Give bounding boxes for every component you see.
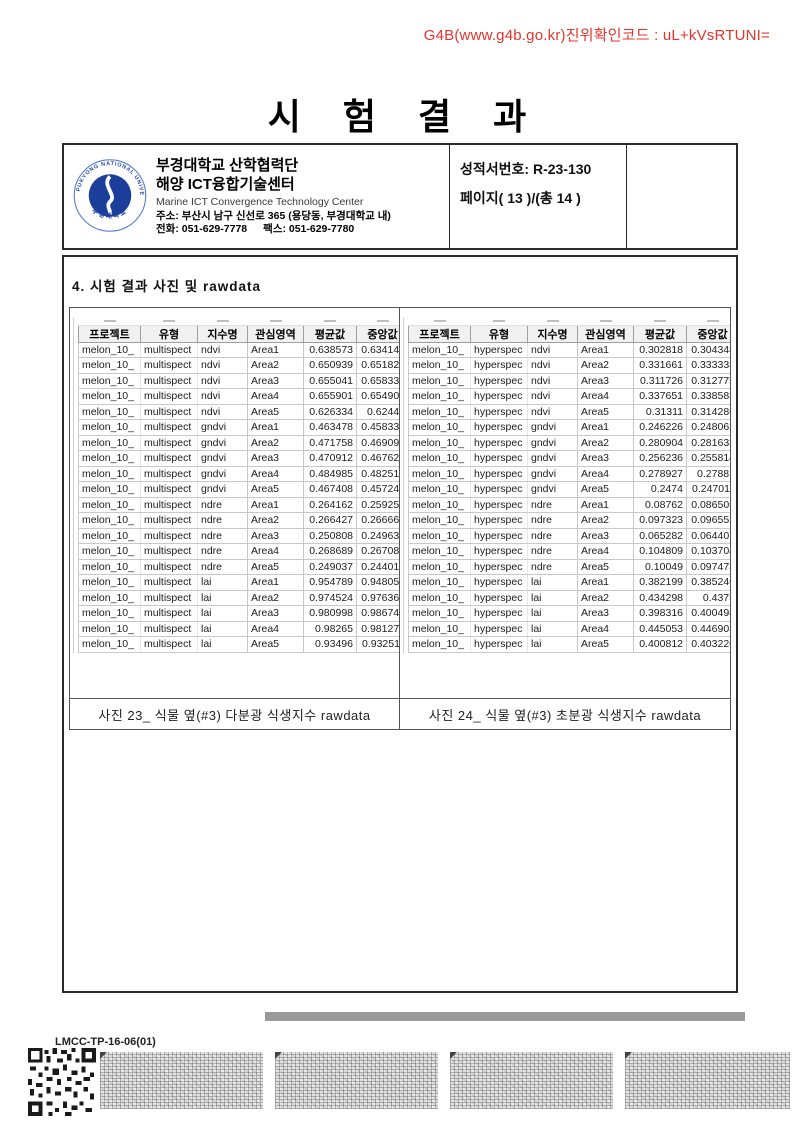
report-header-box: PUKYONG NATIONAL UNIVERSITY 부경대학교 부경대학교 … — [62, 143, 738, 250]
table-row: melon_10_ multispect ndre Area4 0.268689 0.26… — [78, 543, 399, 560]
report-number-cell: 성적서번호: R-23-130 페이지( 13 )/(총 14 ) — [450, 145, 627, 248]
org-contact: 전화: 051-629-7778 팩스: 051-629-7780 — [156, 223, 391, 236]
table-row: melon_10_ hyperspec ndvi Area1 0.302818 0.304… — [408, 341, 730, 358]
table-row: melon_10_ multispect gndvi Area1 0.463478 0.4… — [78, 419, 399, 436]
photo-caption-right: 사진 24_ 식물 옆(#3) 초분광 식생지수 rawdata — [400, 698, 730, 729]
page-indicator: 페이지( 13 )/(총 14 ) — [460, 190, 581, 206]
barcode-data-block-3 — [450, 1052, 613, 1109]
table-row: melon_10_ multispect lai Area4 0.98265 0.9812… — [78, 620, 399, 637]
rawdata-table-multispectral: 프로젝트 유형 지수명 관심영역 평균값 중앙값 melon_10_ multispect n… — [78, 318, 399, 653]
table-row: melon_10_ multispect lai Area5 0.93496 0.9325… — [78, 636, 399, 653]
results-section-box: 4. 시험 결과 사진 및 rawdata 프로젝트 유형 지수명 관심영역 평 — [62, 255, 738, 993]
table-row: melon_10_ multispect ndvi Area4 0.655901 0.65… — [78, 388, 399, 405]
table-row: melon_10_ multispect ndre Area2 0.266427 0.26… — [78, 512, 399, 529]
table-row: melon_10_ hyperspec ndvi Area2 0.331661 0.333… — [408, 357, 730, 374]
table-row: melon_10_ hyperspec ndvi Area5 0.31311 0.3142… — [408, 403, 730, 420]
column-header: 프로젝트 — [408, 324, 471, 343]
university-logo-icon: PUKYONG NATIONAL UNIVERSITY 부경대학교 — [70, 153, 148, 237]
table-row: melon_10_ hyperspec ndre Area1 0.08762 0.0865… — [408, 496, 730, 513]
org-phone: 전화: 051-629-7778 — [156, 222, 248, 235]
column-header: 지수명 — [197, 324, 248, 343]
rawdata-table-hyperspectral: 프로젝트 유형 지수명 관심영역 평균값 중앙값 melon_10_ hyperspec nd… — [408, 318, 730, 653]
clipped-row — [408, 318, 730, 326]
verification-code-text: G4B(www.g4b.go.kr)진위확인코드 : uL+kVsRTUNI= — [423, 27, 770, 44]
org-name-line2: 해양 ICT융합기술센터 — [156, 175, 295, 193]
column-header: 관심영역 — [577, 324, 634, 343]
table-body: melon_10_ multispect ndvi Area1 0.638573 0.63… — [78, 341, 399, 653]
table-row: melon_10_ hyperspec lai Area1 0.382199 0.3852… — [408, 574, 730, 591]
table-row: melon_10_ hyperspec ndvi Area3 0.311726 0.312… — [408, 372, 730, 389]
table-row: melon_10_ hyperspec gndvi Area1 0.246226 0.24… — [408, 419, 730, 436]
column-header: 유형 — [140, 324, 198, 343]
rawdata-screenshot-left: 프로젝트 유형 지수명 관심영역 평균값 중앙값 melon_10_ multispect n… — [70, 308, 400, 698]
table-row: melon_10_ multispect gndvi Area5 0.467408 0.4… — [78, 481, 399, 498]
clipped-row — [78, 318, 399, 326]
table-row: melon_10_ hyperspec gndvi Area3 0.256236 0.25… — [408, 450, 730, 467]
table-header-row: 프로젝트 유형 지수명 관심영역 평균값 중앙값 — [78, 324, 399, 343]
page-title: 시 험 결 과 — [267, 96, 543, 137]
column-header: 관심영역 — [247, 324, 304, 343]
photo-caption-left: 사진 23_ 식물 옆(#3) 다분광 식생지수 rawdata — [70, 698, 400, 729]
column-header: 평균값 — [633, 324, 687, 343]
column-header: 중앙값 — [686, 324, 730, 343]
table-row: melon_10_ multispect ndvi Area2 0.650939 0.65… — [78, 357, 399, 374]
table-row: melon_10_ hyperspec lai Area3 0.398316 0.4004… — [408, 605, 730, 622]
report-number-value: R-23-130 — [532, 161, 592, 177]
rawdata-grid: 프로젝트 유형 지수명 관심영역 평균값 중앙값 melon_10_ multispect n… — [69, 307, 731, 730]
report-number-label: 성적서번호: — [460, 161, 530, 177]
barcode-data-block-2 — [275, 1052, 438, 1109]
table-row: melon_10_ hyperspec ndre Area2 0.097323 0.096… — [408, 512, 730, 529]
table-row: melon_10_ multispect gndvi Area4 0.484985 0.4… — [78, 465, 399, 482]
table-body: melon_10_ hyperspec ndvi Area1 0.302818 0.304… — [408, 341, 730, 653]
table-row: melon_10_ multispect ndvi Area5 0.626334 0.62… — [78, 403, 399, 420]
table-row: melon_10_ multispect gndvi Area2 0.471758 0.4… — [78, 434, 399, 451]
table-row: melon_10_ hyperspec ndre Area4 0.104809 0.103… — [408, 543, 730, 560]
barcode-data-block-4 — [625, 1052, 790, 1109]
table-row: melon_10_ hyperspec ndvi Area4 0.337651 0.338… — [408, 388, 730, 405]
qr-code-icon — [28, 1047, 96, 1117]
org-fax: 팩스: 051-629-7780 — [263, 222, 355, 235]
table-row: melon_10_ multispect ndre Area3 0.250808 0.24… — [78, 527, 399, 544]
table-row: melon_10_ multispect lai Area3 0.980998 0.986… — [78, 605, 399, 622]
org-name-line1: 부경대학교 산학협력단 — [156, 157, 299, 175]
organization-cell: PUKYONG NATIONAL UNIVERSITY 부경대학교 부경대학교 … — [64, 145, 450, 248]
table-row: melon_10_ hyperspec lai Area5 0.400812 0.4032… — [408, 636, 730, 653]
table-row: melon_10_ hyperspec ndre Area3 0.065282 0.064… — [408, 527, 730, 544]
table-row: melon_10_ multispect ndvi Area1 0.638573 0.63… — [78, 341, 399, 358]
table-row: melon_10_ multispect gndvi Area3 0.470912 0.4… — [78, 450, 399, 467]
column-header: 평균값 — [303, 324, 357, 343]
table-row: melon_10_ hyperspec gndvi Area2 0.280904 0.28… — [408, 434, 730, 451]
column-header: 중앙값 — [356, 324, 399, 343]
table-row: melon_10_ hyperspec ndre Area5 0.10049 0.0974… — [408, 558, 730, 575]
column-header: 프로젝트 — [78, 324, 141, 343]
column-header: 유형 — [470, 324, 528, 343]
barcode-data-block-1 — [100, 1052, 263, 1109]
table-row: melon_10_ multispect lai Area2 0.974524 0.976… — [78, 589, 399, 606]
header-empty-cell — [627, 145, 736, 248]
report-number-line: 성적서번호: R-23-130 — [460, 159, 618, 179]
table-row: melon_10_ hyperspec gndvi Area4 0.278927 0.27… — [408, 465, 730, 482]
document-code: LMCC-TP-16-06(01) — [55, 1036, 156, 1048]
table-row: melon_10_ hyperspec gndvi Area5 0.2474 0.2470… — [408, 481, 730, 498]
table-row: melon_10_ multispect ndre Area1 0.264162 0.25… — [78, 496, 399, 513]
column-header: 지수명 — [527, 324, 578, 343]
table-row: melon_10_ hyperspec lai Area4 0.445053 0.4469… — [408, 620, 730, 637]
rawdata-screenshot-right: 프로젝트 유형 지수명 관심영역 평균값 중앙값 melon_10_ hyperspec nd… — [400, 308, 730, 698]
org-address: 주소: 부산시 남구 신선로 365 (용당동, 부경대학교 내) — [156, 209, 391, 222]
table-row: melon_10_ multispect ndre Area5 0.249037 0.24… — [78, 558, 399, 575]
table-row: melon_10_ multispect ndvi Area3 0.655041 0.65… — [78, 372, 399, 389]
table-row: melon_10_ multispect lai Area1 0.954789 0.948… — [78, 574, 399, 591]
section-title: 4. 시험 결과 사진 및 rawdata — [72, 279, 261, 294]
org-name-english: Marine ICT Convergence Technology Center — [156, 195, 364, 208]
footer-divider-bar — [265, 1012, 745, 1021]
table-header-row: 프로젝트 유형 지수명 관심영역 평균값 중앙값 — [408, 324, 730, 343]
organization-text: 부경대학교 산학협력단 해양 ICT융합기술센터 Marine ICT Conv… — [156, 157, 391, 236]
